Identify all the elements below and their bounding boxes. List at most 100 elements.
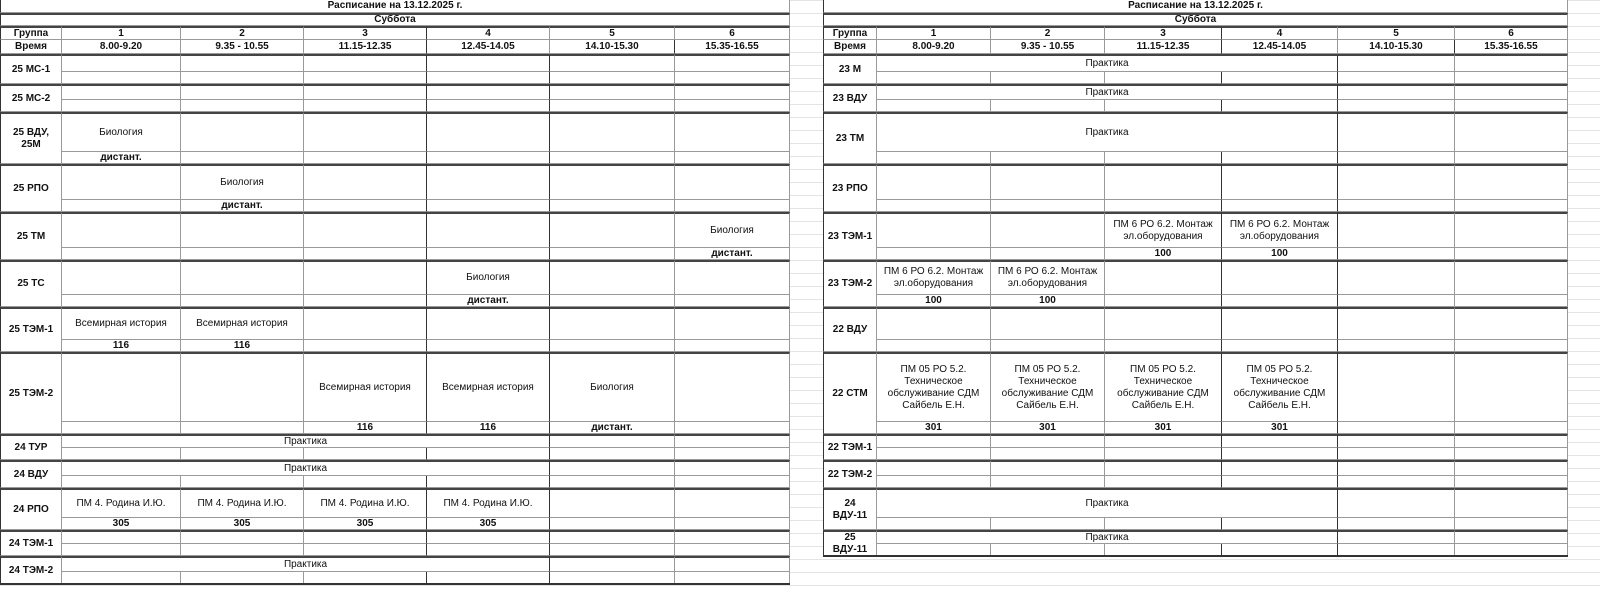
schedule-cell[interactable] [1222, 260, 1338, 295]
schedule-cell[interactable]: Биология [550, 352, 675, 422]
schedule-cell[interactable] [1455, 212, 1568, 248]
room-cell[interactable]: дистант. [550, 422, 675, 434]
schedule-cell[interactable] [675, 164, 790, 200]
room-cell[interactable] [1338, 200, 1455, 212]
room-cell[interactable] [991, 518, 1105, 530]
schedule-cell[interactable] [550, 54, 675, 72]
room-cell[interactable] [427, 448, 550, 460]
schedule-cell[interactable] [675, 112, 790, 152]
room-cell[interactable] [427, 544, 550, 556]
room-cell[interactable] [550, 248, 675, 260]
room-cell[interactable] [1455, 422, 1568, 434]
room-cell[interactable] [304, 72, 427, 84]
schedule-cell[interactable] [550, 488, 675, 518]
schedule-cell[interactable] [1338, 112, 1455, 152]
schedule-cell[interactable] [304, 530, 427, 544]
group-name[interactable]: 22 ТЭМ-2 [823, 460, 877, 488]
schedule-cell[interactable] [675, 307, 790, 340]
group-name[interactable]: 22 ВДУ [823, 307, 877, 352]
room-cell[interactable] [1222, 518, 1338, 530]
schedule-cell[interactable]: ПМ 6 РО 6.2. Монтаж эл.оборудования [991, 260, 1105, 295]
room-cell[interactable] [1105, 295, 1222, 307]
schedule-cell[interactable] [877, 164, 991, 200]
schedule-cell[interactable] [427, 84, 550, 100]
room-cell[interactable] [304, 544, 427, 556]
room-cell[interactable] [181, 152, 304, 164]
schedule-cell[interactable] [304, 307, 427, 340]
room-cell[interactable] [62, 100, 181, 112]
schedule-cell[interactable] [550, 530, 675, 544]
schedule-cell[interactable] [427, 112, 550, 152]
room-cell[interactable] [1105, 476, 1222, 488]
room-cell[interactable] [427, 152, 550, 164]
room-cell[interactable] [991, 476, 1105, 488]
room-cell[interactable] [991, 340, 1105, 352]
schedule-cell[interactable] [550, 307, 675, 340]
room-cell[interactable] [1455, 448, 1568, 460]
room-cell[interactable] [550, 448, 675, 460]
schedule-cell[interactable] [1105, 307, 1222, 340]
schedule-cell[interactable] [675, 352, 790, 422]
room-cell[interactable] [427, 200, 550, 212]
room-cell[interactable] [877, 152, 991, 164]
room-cell[interactable] [62, 476, 181, 488]
schedule-cell[interactable] [675, 488, 790, 518]
room-cell[interactable]: 301 [877, 422, 991, 434]
room-cell[interactable] [1338, 422, 1455, 434]
schedule-cell[interactable] [675, 54, 790, 72]
room-cell[interactable] [181, 476, 304, 488]
schedule-cell[interactable] [304, 112, 427, 152]
schedule-cell[interactable] [991, 307, 1105, 340]
room-cell[interactable] [181, 72, 304, 84]
schedule-cell[interactable]: Всемирная история [304, 352, 427, 422]
room-cell[interactable] [877, 200, 991, 212]
schedule-cell[interactable] [427, 164, 550, 200]
practice-cell[interactable]: Практика [877, 488, 1338, 518]
schedule-cell[interactable] [1338, 352, 1455, 422]
room-cell[interactable] [1455, 295, 1568, 307]
group-name[interactable]: 25 МС-1 [0, 54, 62, 84]
schedule-cell[interactable] [427, 307, 550, 340]
schedule-cell[interactable] [550, 556, 675, 572]
room-cell[interactable] [62, 448, 181, 460]
group-name[interactable]: 25 ТЭМ-1 [0, 307, 62, 352]
room-cell[interactable] [1338, 72, 1455, 84]
room-cell[interactable] [550, 295, 675, 307]
group-name[interactable]: 23 ВДУ [823, 84, 877, 112]
room-cell[interactable] [1222, 72, 1338, 84]
room-cell[interactable] [181, 295, 304, 307]
schedule-cell[interactable] [1455, 84, 1568, 100]
schedule-cell[interactable] [1338, 164, 1455, 200]
room-cell[interactable] [1222, 448, 1338, 460]
room-cell[interactable]: 116 [181, 340, 304, 352]
group-name[interactable]: 25 РПО [0, 164, 62, 212]
room-cell[interactable] [675, 544, 790, 556]
schedule-cell[interactable] [1105, 460, 1222, 476]
room-cell[interactable] [1455, 476, 1568, 488]
room-cell[interactable] [304, 100, 427, 112]
room-cell[interactable] [550, 200, 675, 212]
room-cell[interactable] [877, 100, 991, 112]
schedule-cell[interactable] [1338, 307, 1455, 340]
room-cell[interactable] [62, 295, 181, 307]
room-cell[interactable] [1455, 518, 1568, 530]
schedule-cell[interactable] [427, 212, 550, 248]
room-cell[interactable]: 305 [427, 518, 550, 530]
schedule-cell[interactable] [427, 54, 550, 72]
room-cell[interactable] [1455, 72, 1568, 84]
room-cell[interactable]: дистант. [181, 200, 304, 212]
room-cell[interactable] [427, 100, 550, 112]
practice-cell[interactable]: Практика [877, 530, 1338, 544]
room-cell[interactable] [62, 248, 181, 260]
room-cell[interactable] [675, 422, 790, 434]
schedule-cell[interactable] [1338, 54, 1455, 72]
schedule-cell[interactable] [427, 530, 550, 544]
practice-cell[interactable]: Практика [62, 460, 550, 476]
group-name[interactable]: 24 ВДУ [0, 460, 62, 488]
room-cell[interactable] [550, 152, 675, 164]
schedule-cell[interactable] [1455, 352, 1568, 422]
schedule-cell[interactable] [877, 434, 991, 448]
room-cell[interactable] [62, 200, 181, 212]
room-cell[interactable] [1338, 518, 1455, 530]
room-cell[interactable] [304, 200, 427, 212]
